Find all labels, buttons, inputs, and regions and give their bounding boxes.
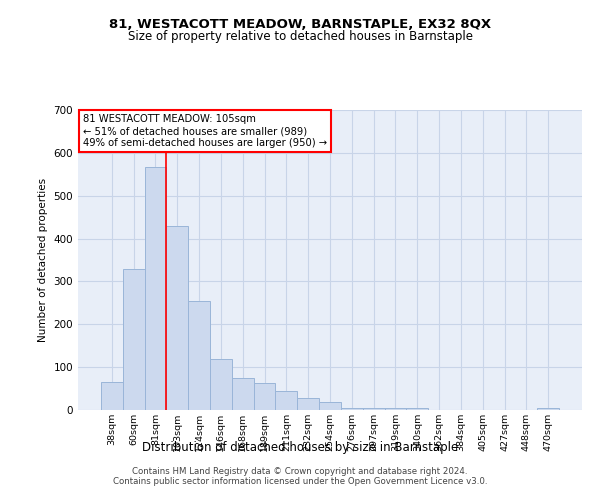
Bar [537, 408, 559, 410]
Bar [319, 402, 341, 410]
Bar [275, 390, 297, 410]
Text: Size of property relative to detached houses in Barnstaple: Size of property relative to detached ho… [128, 30, 473, 43]
Bar [232, 378, 254, 410]
Bar [297, 398, 319, 410]
Bar [341, 408, 363, 410]
Text: 81, WESTACOTT MEADOW, BARNSTAPLE, EX32 8QX: 81, WESTACOTT MEADOW, BARNSTAPLE, EX32 8… [109, 18, 491, 30]
Bar [145, 166, 166, 410]
Text: Contains HM Land Registry data © Crown copyright and database right 2024.: Contains HM Land Registry data © Crown c… [132, 467, 468, 476]
Bar [385, 408, 406, 410]
Bar [210, 358, 232, 410]
Text: 81 WESTACOTT MEADOW: 105sqm
← 51% of detached houses are smaller (989)
49% of se: 81 WESTACOTT MEADOW: 105sqm ← 51% of det… [83, 114, 327, 148]
Text: Contains public sector information licensed under the Open Government Licence v3: Contains public sector information licen… [113, 477, 487, 486]
Bar [254, 383, 275, 410]
Bar [101, 382, 123, 410]
Bar [406, 408, 428, 410]
Y-axis label: Number of detached properties: Number of detached properties [38, 178, 48, 342]
Bar [123, 270, 145, 410]
Bar [363, 408, 385, 410]
Bar [188, 300, 210, 410]
Text: Distribution of detached houses by size in Barnstaple: Distribution of detached houses by size … [142, 441, 458, 454]
Bar [166, 226, 188, 410]
